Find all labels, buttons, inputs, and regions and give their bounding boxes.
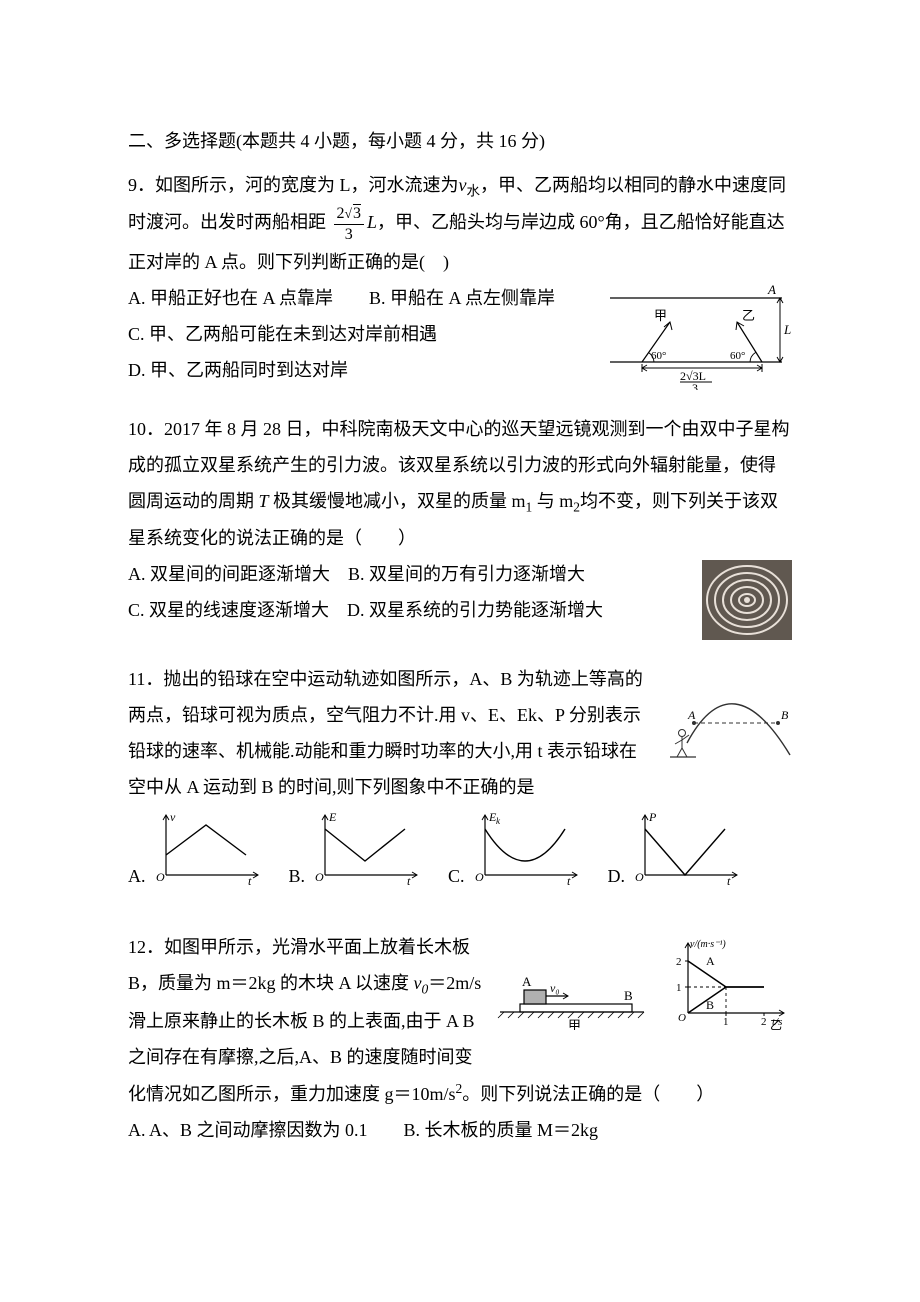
q12-diagrams: v₀ A B 甲 O t/s v/(m·s⁻¹)	[492, 935, 792, 1035]
q10-text: 10．2017 年 8 月 28 日，中科院南极天文中心的巡天望远镜观测到一个由…	[128, 411, 792, 557]
q10-m1: 1	[526, 499, 533, 514]
q10-opt-c: C. 双星的线速度逐渐增大	[128, 600, 329, 620]
q10-spiral-svg	[702, 560, 792, 640]
q11-opt-b: B. O t E	[289, 809, 423, 887]
q11-chart-options: A. O t v B.	[128, 809, 792, 887]
q11-chart-a-svg: O t v	[148, 809, 263, 887]
svg-text:乙: 乙	[770, 1018, 782, 1030]
q12-jia-svg: v₀ A B 甲	[492, 968, 652, 1030]
svg-text:60°: 60°	[730, 350, 745, 362]
q12-opt-a: A. A、B 之间动摩擦因数为 0.1	[128, 1120, 368, 1140]
svg-text:A: A	[767, 282, 776, 297]
q11-chart-c-svg: O t E k	[467, 809, 582, 887]
svg-text:A: A	[706, 954, 715, 968]
q10-opt-a: A. 双星间的间距逐渐增大	[128, 564, 330, 584]
svg-text:O: O	[315, 870, 324, 884]
q9-opt-b: B. 甲船在 A 点左侧靠岸	[369, 288, 555, 308]
q10-b: 极其缓慢地减小，双星的质量 m	[269, 491, 526, 511]
q11-opt-d-label: D.	[608, 866, 626, 887]
q9-fraction: 2√3 3	[334, 204, 364, 243]
q11-trajectory: A B	[662, 665, 792, 765]
svg-text:O: O	[475, 870, 484, 884]
svg-text:乙: 乙	[742, 308, 755, 323]
q9-v: v	[459, 175, 467, 195]
svg-text:L: L	[783, 322, 791, 337]
svg-text:3: 3	[692, 381, 698, 390]
q11-opt-c: C. O t E k	[448, 809, 582, 887]
svg-text:甲: 甲	[654, 308, 667, 323]
q9-intro: 9．如图所示，河的宽度为 L，河水流速为v水，甲、乙两船均以相同的静水中速度同时…	[128, 167, 792, 280]
svg-text:60°: 60°	[651, 350, 666, 362]
section-title: 二、多选择题(本题共 4 小题，每小题 4 分，共 16 分)	[128, 126, 792, 157]
q12-v0: v	[414, 973, 422, 993]
svg-text:A: A	[687, 708, 696, 722]
svg-text:O: O	[635, 870, 644, 884]
q11-opt-a: A. O t v	[128, 809, 263, 887]
q9-diagram: A L 60° 甲 60° 乙	[602, 282, 792, 395]
question-10: 10．2017 年 8 月 28 日，中科院南极天文中心的巡天望远镜观测到一个由…	[128, 411, 792, 650]
q10-c: 与 m	[537, 491, 574, 511]
q11-chart-b-svg: O t E	[307, 809, 422, 887]
q11-chart-d-svg: O t P	[627, 809, 742, 887]
q12-c: 。则下列说法正确的是（ ）	[462, 1084, 714, 1104]
svg-text:A: A	[522, 974, 532, 989]
q12-yi-svg: O t/s v/(m·s⁻¹) 1 2 1 2	[662, 935, 792, 1030]
q10-image	[702, 560, 792, 645]
q11-opt-d: D. O t P	[608, 809, 743, 887]
svg-text:B: B	[624, 988, 633, 1003]
q9-opt-a: A. 甲船正好也在 A 点靠岸	[128, 288, 333, 308]
svg-text:1: 1	[723, 1016, 729, 1028]
svg-text:2: 2	[761, 1016, 767, 1028]
svg-text:1: 1	[676, 982, 682, 994]
q11-opt-b-label: B.	[289, 866, 306, 887]
svg-text:v₀: v₀	[550, 981, 560, 995]
svg-text:P: P	[648, 810, 657, 824]
q11-opt-a-label: A.	[128, 866, 146, 887]
page-content: 二、多选择题(本题共 4 小题，每小题 4 分，共 16 分) 9．如图所示，河…	[128, 126, 792, 1148]
q10-opt-b: B. 双星间的万有引力逐渐增大	[348, 564, 585, 584]
q10-T: T	[259, 491, 269, 511]
question-12: v₀ A B 甲 O t/s v/(m·s⁻¹)	[128, 929, 792, 1148]
svg-text:v: v	[170, 810, 176, 824]
question-9: 9．如图所示，河的宽度为 L，河水流速为v水，甲、乙两船均以相同的静水中速度同时…	[128, 167, 792, 399]
svg-text:2: 2	[676, 956, 682, 968]
q11-opt-c-label: C.	[448, 866, 465, 887]
q9-L: L	[367, 212, 377, 232]
svg-text:B: B	[706, 998, 714, 1012]
svg-text:B: B	[781, 708, 789, 722]
q9-intro-a: 9．如图所示，河的宽度为 L，河水流速为	[128, 175, 459, 195]
q9-v-sub: 水	[467, 183, 481, 198]
q10-opt-d: D. 双星系统的引力势能逐渐增大	[347, 600, 603, 620]
svg-text:甲: 甲	[568, 1018, 581, 1030]
svg-text:E: E	[328, 810, 337, 824]
svg-text:O: O	[678, 1012, 686, 1024]
q11-traj-svg: A B	[662, 665, 792, 760]
question-11: A B 11．抛出的铅球在空中运动轨迹如图所示，A、B 为轨迹上等高的两点，铅球…	[128, 661, 792, 887]
q12-opt-b: B. 长木板的质量 M＝2kg	[404, 1120, 599, 1140]
q9-svg: A L 60° 甲 60° 乙	[602, 282, 792, 390]
svg-text:v/(m·s⁻¹): v/(m·s⁻¹)	[690, 939, 726, 950]
svg-text:O: O	[156, 870, 165, 884]
q12-options: A. A、B 之间动摩擦因数为 0.1 B. 长木板的质量 M＝2kg	[128, 1112, 792, 1148]
q10-options: A. 双星间的间距逐渐增大 B. 双星间的万有引力逐渐增大 C. 双星的线速度逐…	[128, 556, 792, 628]
